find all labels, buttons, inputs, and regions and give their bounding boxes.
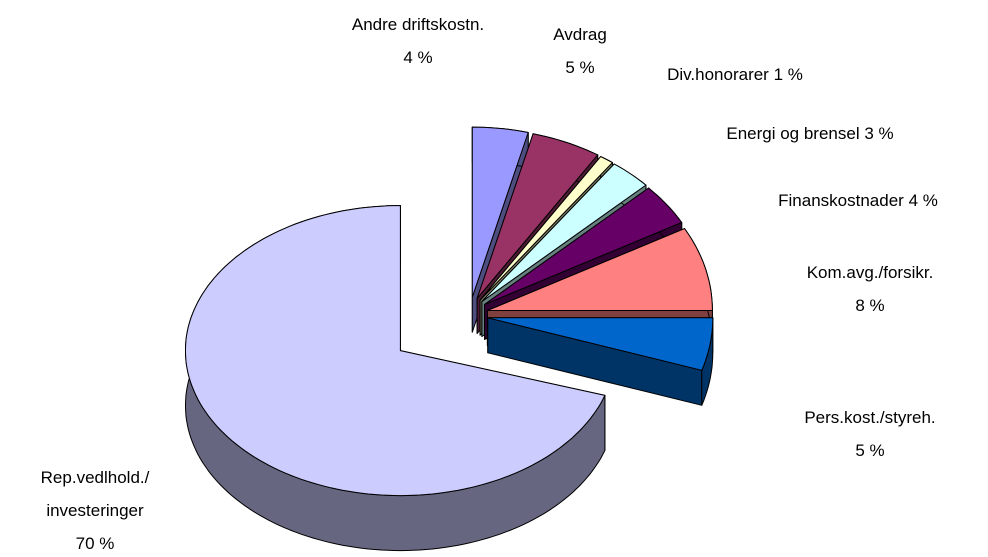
- slice: [476, 133, 599, 299]
- category-label: Kom.avg./forsikr.: [806, 263, 934, 282]
- slice: [185, 205, 606, 497]
- value-label: 4 %: [403, 48, 433, 67]
- slice-label: Div.honorarer 1 %: [667, 58, 803, 91]
- value-label: 1 %: [773, 65, 803, 84]
- slice-label: Pers.kost./styreh. 5 %: [804, 401, 935, 467]
- value-label: 5 %: [855, 441, 885, 460]
- slice-label: Avdrag 5 %: [553, 18, 607, 84]
- slice-label: Finanskostnader 4 %: [778, 184, 938, 217]
- category-label: Andre driftskostn.: [351, 15, 485, 34]
- category-label: Energi og brensel: [726, 124, 860, 143]
- slice: [471, 126, 529, 298]
- slice-label: Andre driftskostn. 4 %: [352, 8, 484, 74]
- value-label: 70 %: [75, 534, 115, 553]
- category-label: Avdrag: [553, 25, 607, 44]
- value-label: 5 %: [565, 58, 595, 77]
- slice: [481, 163, 647, 302]
- value-label: 4 %: [908, 191, 938, 210]
- category-label: Pers.kost./styreh.: [804, 408, 936, 427]
- value-label: 8 %: [855, 296, 885, 315]
- slice-label: Energi og brensel 3 %: [726, 117, 893, 150]
- category-label: Div.honorarer: [667, 65, 769, 84]
- slice: [486, 228, 713, 311]
- slice: [484, 187, 683, 305]
- slice: [479, 156, 613, 301]
- slice-label: Kom.avg./forsikr. 8 %: [807, 256, 934, 322]
- slice-label: Rep.vedlhold./ investeringer 70 %: [5, 461, 185, 557]
- category-label: Finanskostnader: [778, 191, 904, 210]
- slice: [487, 317, 714, 371]
- value-label: 3 %: [864, 124, 894, 143]
- category-label: Rep.vedlhold./ investeringer: [40, 468, 150, 520]
